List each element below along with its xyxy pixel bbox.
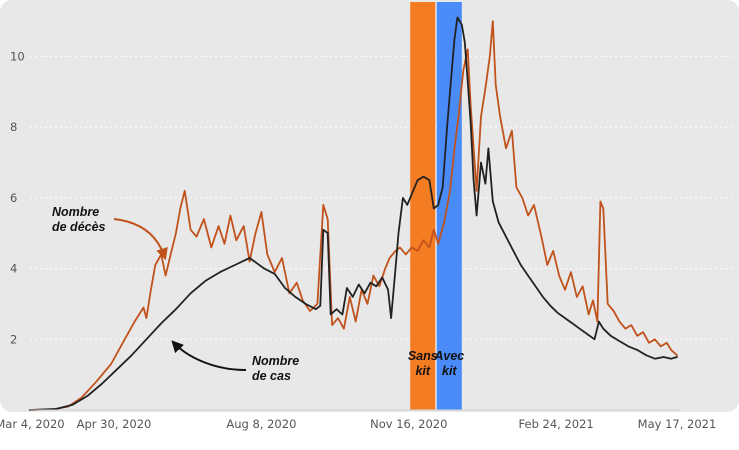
annotation-deaths-line2: de décès <box>52 220 106 234</box>
series-line-cases <box>29 16 678 411</box>
annotation-cases-line1: Nombre <box>252 354 299 368</box>
series-line-deaths <box>29 20 678 411</box>
x-tick-label: Apr 30, 2020 <box>77 417 152 431</box>
x-tick-label: Mar 4, 2020 <box>0 417 65 431</box>
annotation-deaths-arrow <box>113 218 168 261</box>
series-lines <box>29 16 680 411</box>
x-tick-label: Aug 8, 2020 <box>226 417 296 431</box>
y-tick-label: 4 <box>10 262 17 276</box>
band-label-line1: Avec <box>433 349 464 363</box>
annotation-cases: Nombre de cas <box>171 340 299 383</box>
plot-background <box>0 0 739 412</box>
x-tick-labels: Mar 4, 2020 Apr 30, 2020 Aug 8, 2020 Nov 16… <box>0 417 716 431</box>
x-tick-label: May 17, 2021 <box>638 417 717 431</box>
annotation-deaths-line1: Nombre <box>52 205 99 219</box>
band-avec-kit <box>436 2 462 410</box>
annotation-deaths: Nombre de décès <box>52 205 168 261</box>
y-tick-label: 10 <box>10 49 25 63</box>
y-tick-label: 6 <box>10 191 17 205</box>
y-tick-label: 2 <box>10 332 17 346</box>
band-sans-kit <box>410 2 436 410</box>
band-label-line1: Sans <box>408 349 438 363</box>
annotation-cases-line2: de cas <box>252 369 291 383</box>
annotation-cases-arrow <box>171 340 247 371</box>
x-tick-label: Feb 24, 2021 <box>519 417 594 431</box>
x-tick-label: Nov 16, 2020 <box>370 417 447 431</box>
y-tick-label: 8 <box>10 120 17 134</box>
band-label-line2: kit <box>442 364 457 378</box>
y-tick-labels: 2 4 6 8 10 <box>10 49 25 346</box>
band-label-line2: kit <box>415 364 430 378</box>
